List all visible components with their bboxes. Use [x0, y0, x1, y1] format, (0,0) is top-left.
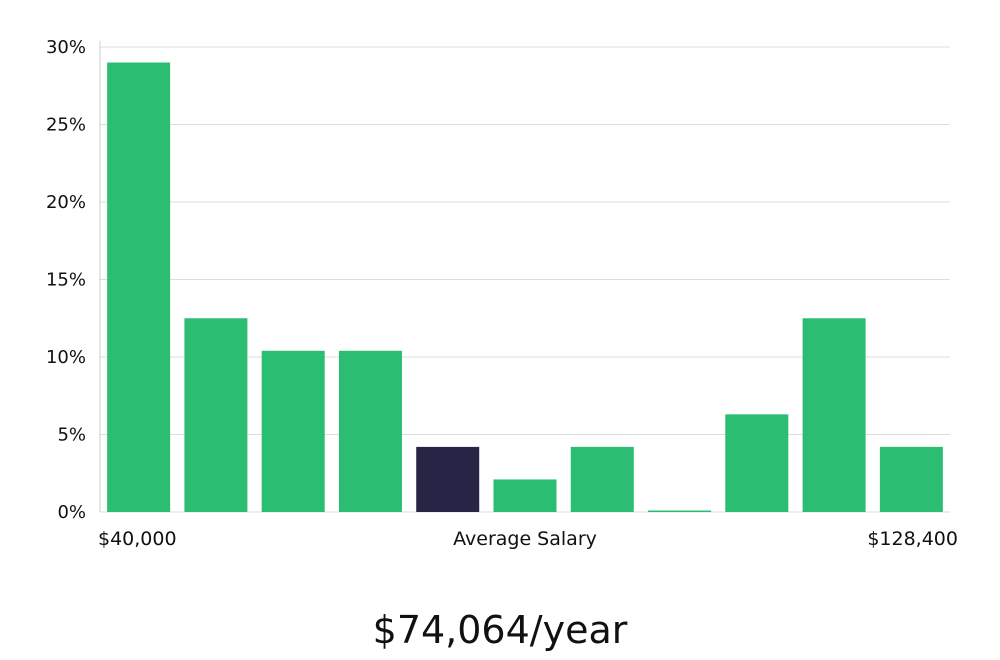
bar — [338, 350, 402, 512]
bars — [107, 62, 943, 512]
y-tick-label: 0% — [57, 502, 86, 523]
y-tick-label: 10% — [46, 347, 86, 368]
x-axis-max-label: $128,400 — [867, 528, 958, 550]
bar-average-highlight — [416, 446, 480, 512]
x-axis-center-label: Average Salary — [453, 528, 597, 550]
bar — [570, 446, 634, 512]
y-axis-ticks: 0% 5% 10% 15% 20% 25% 30% — [46, 37, 86, 523]
y-tick-label: 30% — [46, 37, 86, 58]
y-tick-label: 5% — [57, 425, 86, 446]
bar — [261, 350, 325, 512]
average-salary-value: $74,064/year — [372, 608, 628, 652]
x-axis-min-label: $40,000 — [98, 528, 177, 550]
bar — [107, 62, 171, 512]
bar — [493, 479, 557, 512]
bar — [879, 446, 943, 512]
bar — [725, 414, 789, 512]
bar — [802, 318, 866, 512]
y-tick-label: 15% — [46, 270, 86, 291]
bar — [184, 318, 248, 512]
bar — [648, 510, 712, 512]
y-tick-label: 25% — [46, 115, 86, 136]
y-tick-label: 20% — [46, 192, 86, 213]
